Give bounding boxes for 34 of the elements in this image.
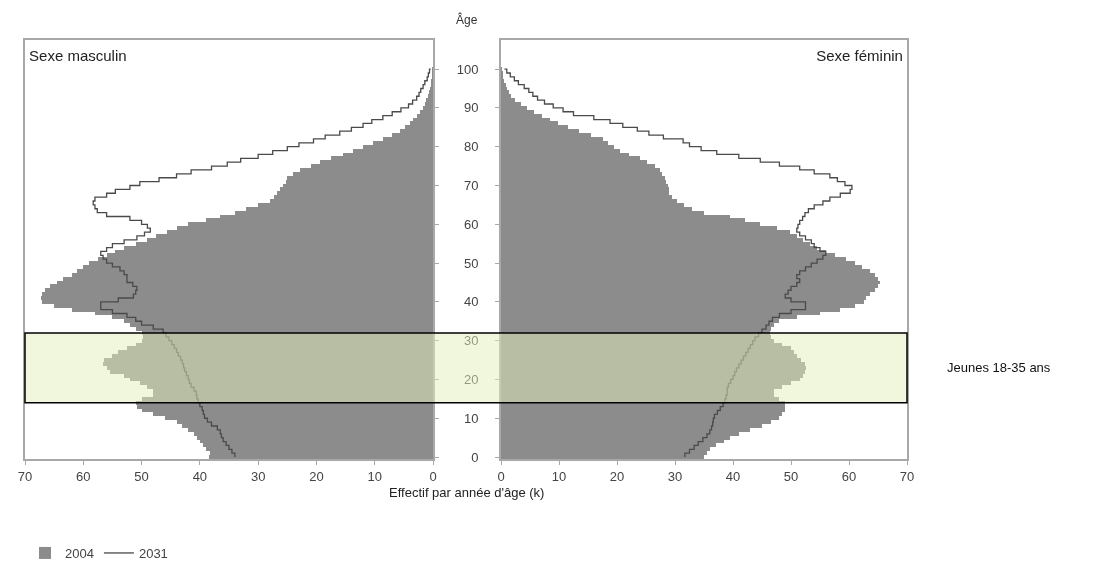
y-tick-label: 40 — [463, 294, 479, 310]
legend-label: 2004 — [65, 546, 94, 562]
chart-title: Sexe masculin — [29, 46, 127, 64]
x-tick-label: 50 — [134, 468, 149, 484]
x-tick-label: 0 — [429, 468, 437, 484]
y-tick-label: 60 — [463, 216, 479, 232]
x-tick-label: 30 — [250, 468, 266, 484]
x-tick-label: 50 — [783, 468, 799, 484]
y-tick-label: 100 — [456, 61, 479, 77]
y-tick-label: 10 — [463, 410, 479, 426]
x-tick-label: 60 — [76, 468, 91, 484]
x-tick-label: 40 — [725, 468, 741, 484]
y-tick-label: 50 — [463, 255, 479, 271]
x-tick-label: 20 — [309, 468, 324, 484]
chart-title: Sexe féminin — [816, 46, 903, 64]
y-tick-label: 30 — [463, 333, 479, 349]
x-axis-title: Effectif par année d'âge (k) — [389, 485, 545, 500]
y-tick-label: 0 — [471, 449, 479, 465]
x-tick-label: 70 — [17, 468, 33, 484]
x-tick-label: 60 — [841, 468, 857, 484]
y-tick-label: 80 — [463, 139, 479, 155]
y-tick-label: 20 — [463, 372, 479, 388]
x-tick-label: 10 — [551, 468, 567, 484]
x-tick-label: 30 — [667, 468, 683, 484]
x-tick-label: 0 — [497, 468, 505, 484]
x-tick-label: 40 — [192, 468, 208, 484]
x-tick-label: 70 — [899, 468, 915, 484]
y-tick-label: 70 — [463, 178, 479, 194]
y-tick-label: 90 — [463, 100, 479, 116]
x-tick-label: 20 — [609, 468, 625, 484]
legend-label: 2031 — [138, 546, 168, 562]
y-axis-title: Âge — [456, 12, 478, 27]
x-tick-label: 10 — [367, 468, 382, 484]
band-label: Jeunes 18-35 ans — [947, 360, 1051, 375]
